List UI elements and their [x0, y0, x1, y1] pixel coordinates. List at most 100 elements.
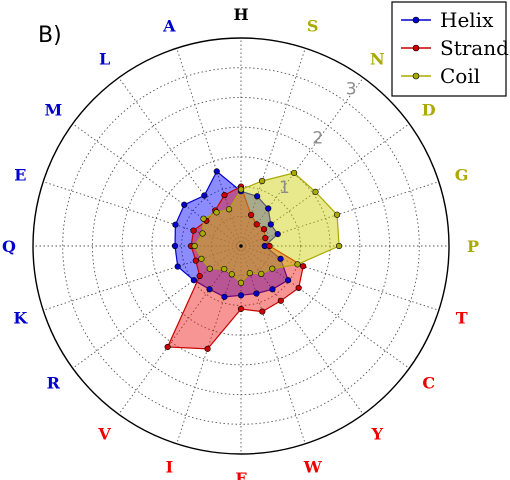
- grid-spoke: [176, 245, 242, 444]
- strand-point-S: [248, 211, 255, 219]
- strand-legend-label: Strand: [440, 36, 509, 60]
- series-points: [164, 168, 343, 352]
- legend-frame: [391, 1, 507, 97]
- strand-point-R: [196, 272, 203, 280]
- strand-point-I: [204, 345, 211, 352]
- helix-point-C: [285, 277, 292, 284]
- strand-point-P: [266, 242, 273, 250]
- radial-tick-labels: 1 2 3: [279, 80, 357, 198]
- strand-point-A: [221, 192, 228, 199]
- radial-tick-label: 2: [312, 129, 323, 149]
- coil-point-E: [199, 230, 206, 237]
- category-label-R: R: [47, 373, 61, 392]
- grid-spoke: [240, 245, 306, 444]
- grid-spoke: [43, 181, 242, 247]
- helix-point-K: [174, 263, 181, 270]
- helix-point-I: [221, 293, 228, 300]
- helix-point-W: [253, 290, 260, 297]
- grid-spoke: [240, 123, 410, 247]
- radial-tick-label: 1: [279, 178, 290, 198]
- helix-point-M: [181, 201, 188, 208]
- category-label-S: S: [307, 16, 319, 35]
- center-dot: [239, 244, 243, 248]
- strand-point-N: [253, 221, 260, 228]
- coil-legend-label: Coil: [440, 64, 480, 88]
- category-label-T: T: [456, 309, 468, 328]
- coil-point-F: [237, 279, 245, 286]
- category-label-I: I: [166, 458, 173, 477]
- helix-point-G: [274, 230, 281, 238]
- coil-point-D: [312, 188, 319, 195]
- grid-spoke: [118, 245, 242, 415]
- category-label-Y: Y: [371, 425, 384, 444]
- category-label-W: W: [303, 458, 323, 477]
- helix-point-E: [172, 221, 179, 228]
- helix-point-A: [213, 168, 220, 175]
- grid-ring: [181, 186, 301, 306]
- strand-point-C: [295, 284, 302, 292]
- category-label-M: M: [44, 101, 62, 120]
- grid-spoke: [240, 48, 306, 247]
- strand-point-E: [190, 227, 197, 234]
- coil-point-K: [198, 255, 205, 262]
- category-label-E: E: [14, 165, 26, 184]
- helix-legend-label: Helix: [440, 8, 494, 32]
- category-label-A: A: [162, 16, 176, 35]
- coil-point-R: [206, 265, 213, 272]
- coil-point-G: [333, 211, 341, 218]
- category-label-L: L: [99, 49, 110, 68]
- coil-point-L: [213, 209, 220, 216]
- grid-spoke: [43, 245, 242, 311]
- category-labels: H S N D G P T C Y W F I V R K Q E M L A: [2, 5, 479, 480]
- category-label-H: H: [233, 5, 248, 24]
- coil-point-I: [228, 271, 235, 278]
- helix-point-D: [267, 221, 274, 228]
- outer-circle: [32, 37, 450, 455]
- category-label-V: V: [97, 425, 111, 444]
- category-label-D: D: [422, 101, 436, 120]
- coil-point-W: [246, 270, 253, 277]
- strand-legend-marker: [412, 44, 420, 52]
- helix-point-F: [237, 292, 245, 299]
- grid-spoke: [176, 48, 242, 247]
- coil-point-M: [200, 215, 207, 222]
- category-label-Q: Q: [2, 237, 16, 256]
- legend: Helix Strand Coil: [391, 1, 509, 97]
- category-label-N: N: [370, 49, 385, 68]
- helix-point-L: [201, 192, 208, 199]
- category-label-G: G: [455, 165, 469, 184]
- helix-point-V: [206, 286, 213, 293]
- helix-point-Y: [269, 286, 276, 293]
- coil-point-A: [225, 206, 233, 213]
- grid-spoke: [240, 245, 410, 369]
- helix-point-Q: [171, 242, 179, 250]
- grid-spoke: [72, 245, 242, 369]
- coil-legend-marker: [412, 72, 420, 80]
- strand-point-W: [259, 308, 266, 315]
- category-label-P: P: [467, 237, 479, 256]
- strand-point-V: [164, 343, 171, 351]
- coil-point-H: [237, 186, 245, 193]
- coil-point-V: [221, 265, 228, 273]
- grid-spoke: [240, 245, 439, 311]
- helix-legend-marker: [412, 16, 420, 24]
- grid-spoke: [72, 123, 242, 247]
- helix-point-R: [190, 277, 197, 284]
- category-label-F: F: [235, 469, 247, 480]
- helix-point-S: [254, 193, 261, 200]
- panel-label: B): [38, 23, 62, 48]
- coil-point-N: [290, 169, 298, 177]
- strand-point-T: [300, 263, 307, 270]
- category-label-C: C: [422, 373, 435, 392]
- strand-point-F: [237, 305, 245, 313]
- strand-point-G: [262, 235, 269, 242]
- coil-point-T: [294, 261, 301, 268]
- coil-point-C: [269, 265, 276, 272]
- radar-grid: [32, 37, 450, 455]
- grid-ring: [62, 67, 420, 425]
- strand-point-Y: [277, 297, 284, 304]
- grid-spoke: [118, 77, 242, 247]
- radial-tick-label: 3: [346, 80, 357, 100]
- grid-spoke: [240, 245, 364, 415]
